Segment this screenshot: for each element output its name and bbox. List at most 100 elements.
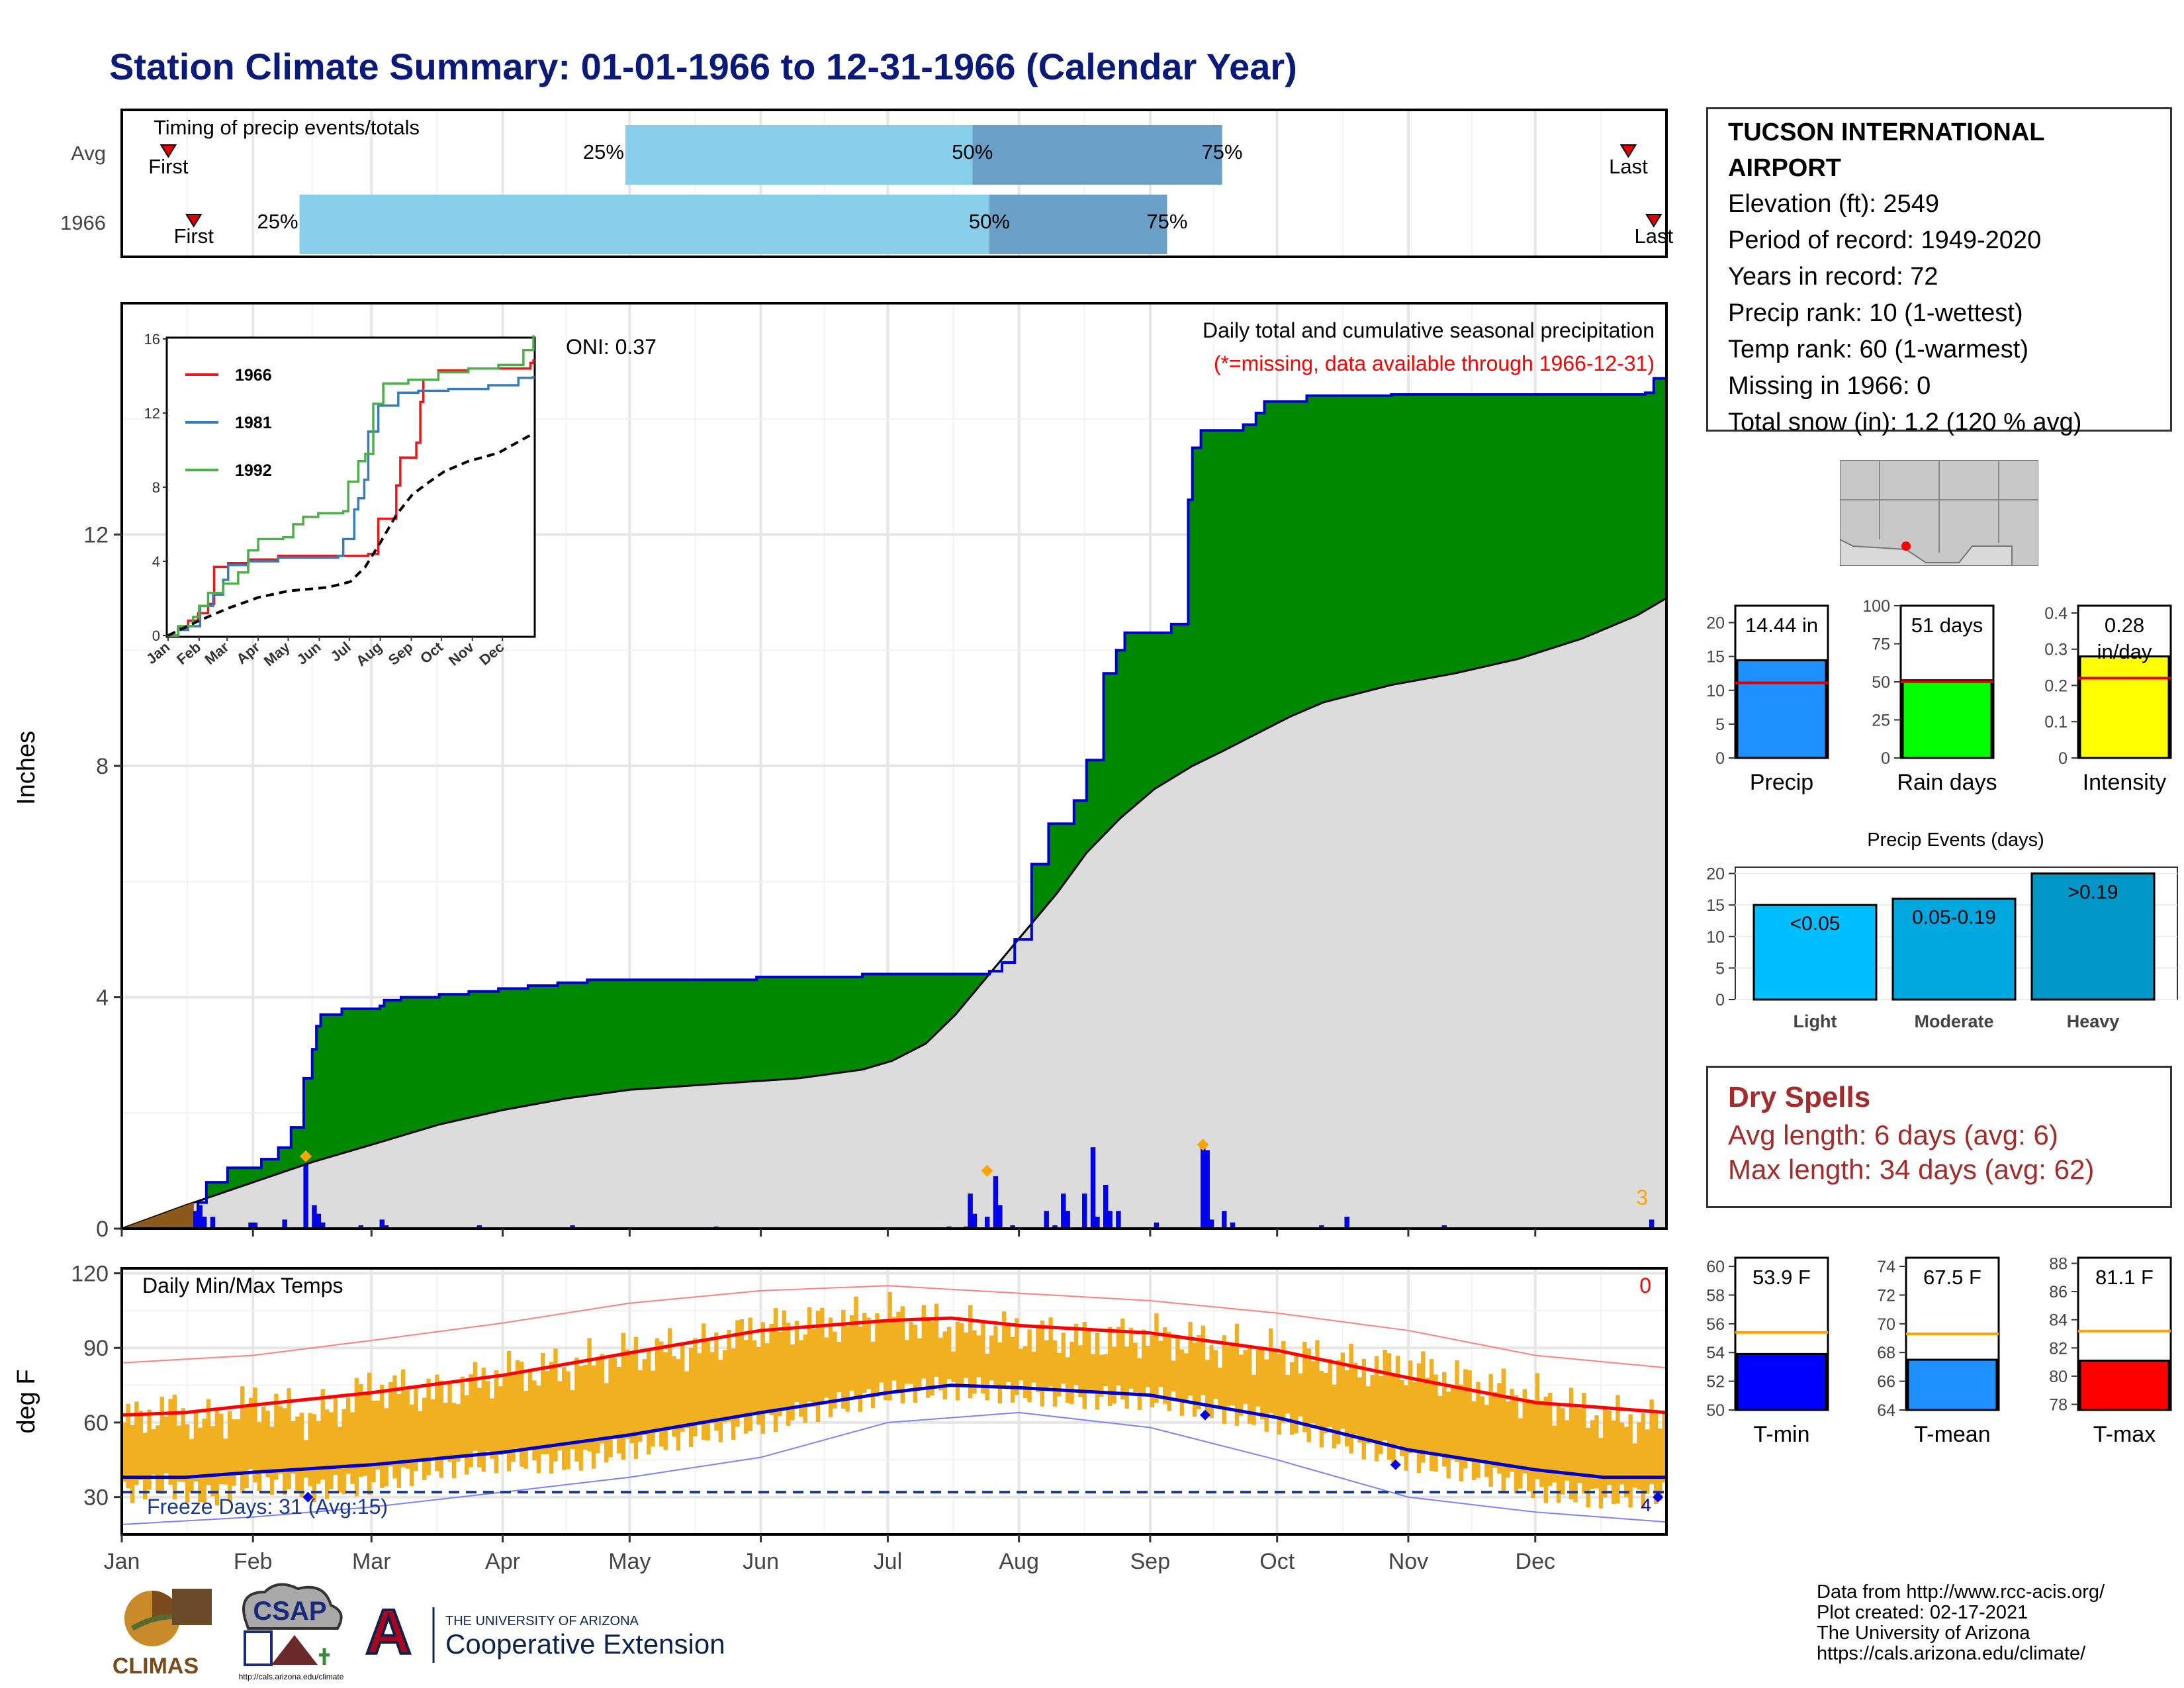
precip_total-ytick-label: 0 [1715,749,1725,768]
timing-p25-label: 25% [257,210,298,233]
temp-panel: 30 60 90 120 Jan Feb Mar Apr May Jun Jul Aug Sep Oct… [13,1262,1668,1574]
tmin-ytick-label: 58 [1706,1286,1725,1305]
rain_days-bar [1901,679,1993,759]
precip_total-xlabel: Precip [1750,770,1813,795]
station-missing: Missing in 1966: 0 [1728,372,1931,400]
precip-events-ytick-label: 5 [1715,959,1725,978]
precip-panel: 0 4 8 12 Inches Daily total and cumulative … [13,302,1668,1242]
timing-p50-label: 50% [952,140,993,164]
tmean-bar [1907,1358,1998,1411]
tmin-bar [1736,1352,1827,1411]
tmin-ytick-label: 60 [1706,1258,1725,1276]
daily-precip-bar [1222,1211,1227,1229]
tmean-xlabel: T-mean [1914,1422,1990,1447]
rain_days-value-label: 51 days [1911,614,1983,637]
precip-y-axis: 0 4 8 12 [83,523,1537,1242]
inset-series-1992 [168,335,535,637]
credit-university: The University of Arizona [1817,1622,2030,1644]
intensity-value-label: 0.28 [2105,614,2144,637]
daily-temp-range-bars [122,1291,1666,1509]
month-label: Mar [352,1549,391,1574]
intensity-ytick-label: 0 [2058,749,2068,768]
station-info-box: TUCSON INTERNATIONAL AIRPORT Elevation (… [1706,107,2172,436]
timing-last-marker [1619,144,1637,158]
record-low-marker [1199,1409,1210,1421]
heavy-precip-marker [299,1150,312,1162]
rain_days-ytick-label: 75 [1872,635,1890,654]
station-period: Period of record: 1949-2020 [1728,226,2042,254]
month-label: Oct [1259,1549,1295,1574]
station-total-snow: Total snow (in): 1.2 (120 % avg) [1728,408,2082,436]
tmax-ytick-label: 86 [2049,1283,2068,1301]
precip-events-bar [1891,898,2017,1001]
tmax-xlabel: T-max [2093,1422,2156,1447]
ua-logo: A THE UNIVERSITY OF ARIZONA Cooperative … [364,1602,725,1668]
oni-value: ONI: 0.37 [566,335,657,359]
precip-daily-bars [193,1139,1655,1229]
tmin-ytick-label: 54 [1706,1344,1725,1362]
rain_days-xlabel: Rain days [1897,770,1997,795]
credit-plot-created: Plot created: 02-17-2021 [1817,1602,2028,1623]
station-years: Years in record: 72 [1728,263,1938,291]
timing-row-label-1966: 1966 [60,211,106,234]
daily-precip-bar [1065,1211,1070,1229]
climas-wordmark: CLIMAS [113,1654,199,1679]
inset-xtick-label: Apr [233,638,263,667]
precip_total-ytick-label: 20 [1706,614,1725,633]
timing-title: Timing of precip events/totals [154,116,420,139]
tmax-ytick-label: 84 [2049,1311,2068,1330]
daily-precip-bar [972,1213,978,1229]
tmin-ytick-label: 56 [1706,1315,1725,1334]
month-label: Feb [234,1549,273,1574]
dry-spells-avg: Avg length: 6 days (avg: 6) [1728,1119,2058,1150]
month-label: Jun [743,1549,779,1574]
avg-max-line [121,1316,1667,1417]
daily-precip-bar [1095,1217,1100,1229]
inset-xtick-label: Aug [353,639,385,670]
record-max-line [121,1285,1667,1369]
month-label: May [608,1549,651,1574]
inset-xtick-label: Jan [143,639,173,668]
month-label: Nov [1388,1549,1428,1574]
tmax-ytick-label: 78 [2049,1395,2068,1414]
freeze-days-label: Freeze Days: 31 (Avg:15) [147,1495,388,1519]
timing-bars: 25% 50% 75% First Last 25% 50% 75% First Last [148,125,1673,254]
inset-xtick-label: Feb [173,639,204,668]
inset-xtick-label: Jul [328,639,354,665]
timing-frame [120,109,1668,258]
temp-frame [120,1267,1668,1536]
station-location-dot [1901,541,1911,551]
daily-precip-bar [303,1164,308,1229]
precip-events-bar-label: <0.05 [1790,913,1841,935]
dry-spells-box: Dry Spells Avg length: 6 days (avg: 6) M… [1706,1066,2172,1208]
daily-precip-bar [1205,1150,1210,1229]
tmean-value-label: 67.5 F [1923,1266,1981,1289]
record-low-marker [1653,1491,1664,1503]
timing-bar-25-50 [299,195,989,254]
month-axis: Jan Feb Mar Apr May Jun Jul Aug Sep Oct Nov Dec [104,1534,1555,1574]
timing-first-label: First [174,224,214,248]
credit-url: https://cals.arizona.edu/climate/ [1817,1643,2086,1664]
tmin-value-label: 53.9 F [1752,1266,1811,1289]
precip_total-ytick-label: 15 [1706,648,1725,667]
precip_total-ytick-label: 10 [1706,682,1725,700]
daily-precip-bar [210,1217,216,1229]
timing-p75-label: 75% [1202,140,1243,164]
csap-logo: CSAP http://cals.arizona.edu/climate [239,1583,344,1681]
temp-ytick-label: 120 [71,1262,109,1287]
intensity-ytick-label: 0.1 [2044,713,2068,731]
temp-ylabel: deg F [13,1369,40,1433]
station-elevation: Elevation (ft): 2549 [1728,190,1939,218]
inset-ytick-label: 16 [144,331,160,348]
daily-precip-bar [1103,1184,1109,1229]
daily-precip-bar [197,1205,203,1229]
precip-cumulative-areas [121,377,1668,1230]
daily-precip-bar [316,1213,322,1229]
daily-precip-bar [984,1217,990,1229]
temp-ytick-label: 30 [83,1485,109,1511]
inset-series-1981 [168,376,535,637]
station-temp-rank: Temp rank: 60 (1-warmest) [1728,336,2029,363]
daily-precip-bar [201,1217,207,1229]
page-title: Station Climate Summary: 01-01-1966 to 1… [109,46,1297,87]
